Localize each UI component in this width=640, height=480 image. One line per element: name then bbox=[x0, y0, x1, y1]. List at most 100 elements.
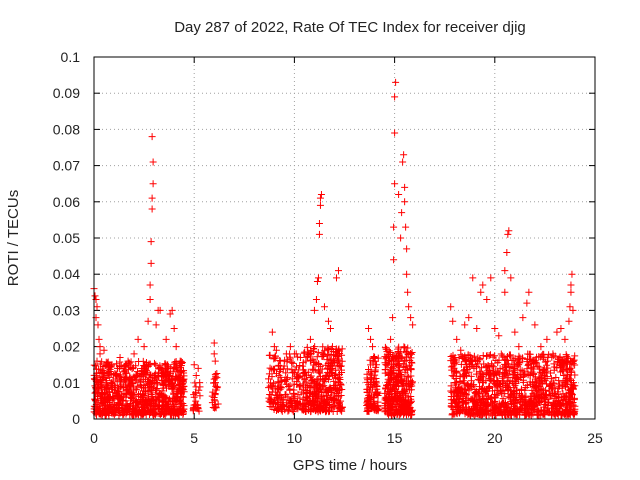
data-point bbox=[526, 398, 534, 406]
data-point bbox=[370, 394, 378, 402]
data-point bbox=[542, 391, 550, 399]
data-point bbox=[143, 407, 151, 415]
data-point bbox=[400, 151, 408, 159]
data-point bbox=[504, 230, 512, 238]
data-point bbox=[463, 371, 471, 379]
data-point bbox=[407, 350, 415, 358]
data-point bbox=[395, 408, 403, 416]
data-point bbox=[452, 395, 460, 403]
data-point bbox=[463, 381, 471, 389]
data-point bbox=[326, 355, 334, 363]
data-point bbox=[503, 384, 511, 392]
data-point bbox=[102, 389, 110, 397]
data-point bbox=[151, 410, 159, 418]
data-point bbox=[91, 395, 99, 403]
data-point bbox=[562, 365, 570, 373]
data-point bbox=[282, 350, 290, 358]
y-tick-label: 0.04 bbox=[53, 266, 80, 282]
data-point bbox=[139, 384, 147, 392]
data-point bbox=[156, 363, 164, 371]
data-point bbox=[467, 377, 475, 385]
data-point bbox=[99, 374, 107, 382]
data-point bbox=[535, 363, 543, 371]
data-point bbox=[394, 397, 402, 405]
data-point bbox=[123, 386, 131, 394]
data-point bbox=[162, 335, 170, 343]
data-point bbox=[455, 387, 463, 395]
data-point bbox=[538, 377, 546, 385]
data-point bbox=[152, 321, 160, 329]
data-point bbox=[192, 388, 200, 396]
data-point bbox=[531, 321, 539, 329]
data-point bbox=[316, 194, 324, 202]
data-point bbox=[333, 389, 341, 397]
data-point bbox=[176, 400, 184, 408]
data-point bbox=[137, 373, 145, 381]
data-point bbox=[102, 411, 110, 419]
data-point bbox=[162, 394, 170, 402]
data-point bbox=[537, 406, 545, 414]
data-point bbox=[281, 378, 289, 386]
data-point bbox=[127, 399, 135, 407]
data-point bbox=[276, 403, 284, 411]
data-point bbox=[460, 379, 468, 387]
data-point bbox=[390, 256, 398, 264]
data-point bbox=[149, 180, 157, 188]
x-tick-label: 10 bbox=[287, 430, 303, 446]
data-point bbox=[561, 409, 569, 417]
x-tick-label: 20 bbox=[487, 430, 503, 446]
data-point bbox=[322, 391, 330, 399]
data-point bbox=[474, 402, 482, 410]
data-point bbox=[373, 407, 381, 415]
data-point bbox=[191, 379, 199, 387]
data-point bbox=[563, 376, 571, 384]
data-point bbox=[547, 369, 555, 377]
data-point bbox=[479, 384, 487, 392]
data-point bbox=[211, 357, 219, 365]
data-point bbox=[337, 380, 345, 388]
data-point bbox=[158, 396, 166, 404]
data-point bbox=[476, 395, 484, 403]
data-point bbox=[329, 402, 337, 410]
data-point bbox=[152, 361, 160, 369]
data-point bbox=[496, 383, 504, 391]
data-point bbox=[126, 363, 134, 371]
data-point bbox=[459, 389, 467, 397]
data-point bbox=[192, 404, 200, 412]
data-point bbox=[502, 402, 510, 410]
data-point bbox=[399, 158, 407, 166]
data-point bbox=[569, 357, 577, 365]
data-point bbox=[557, 325, 565, 332]
data-point bbox=[266, 364, 274, 372]
data-point bbox=[370, 352, 378, 360]
data-point bbox=[513, 375, 521, 383]
data-point bbox=[335, 384, 343, 392]
data-point bbox=[162, 370, 170, 378]
data-point bbox=[301, 348, 309, 356]
data-point bbox=[455, 408, 463, 416]
data-point bbox=[111, 370, 119, 378]
data-point bbox=[485, 382, 493, 390]
data-point bbox=[469, 274, 477, 282]
data-point bbox=[549, 350, 557, 358]
data-point bbox=[268, 373, 276, 381]
data-point bbox=[402, 223, 410, 231]
data-point bbox=[463, 365, 471, 373]
data-point bbox=[312, 296, 320, 304]
data-point bbox=[525, 288, 533, 296]
data-point bbox=[138, 403, 146, 411]
data-point bbox=[150, 359, 158, 367]
data-point bbox=[569, 306, 577, 314]
data-point bbox=[550, 360, 558, 368]
data-point bbox=[489, 399, 497, 407]
data-point bbox=[289, 408, 297, 416]
y-tick-label: 0 bbox=[72, 411, 80, 427]
data-point bbox=[571, 352, 579, 360]
data-point bbox=[522, 408, 530, 416]
data-point bbox=[211, 389, 219, 397]
data-point bbox=[370, 375, 378, 383]
data-point bbox=[479, 281, 487, 289]
data-point bbox=[366, 399, 374, 407]
data-point bbox=[308, 379, 316, 387]
data-point bbox=[363, 374, 371, 382]
